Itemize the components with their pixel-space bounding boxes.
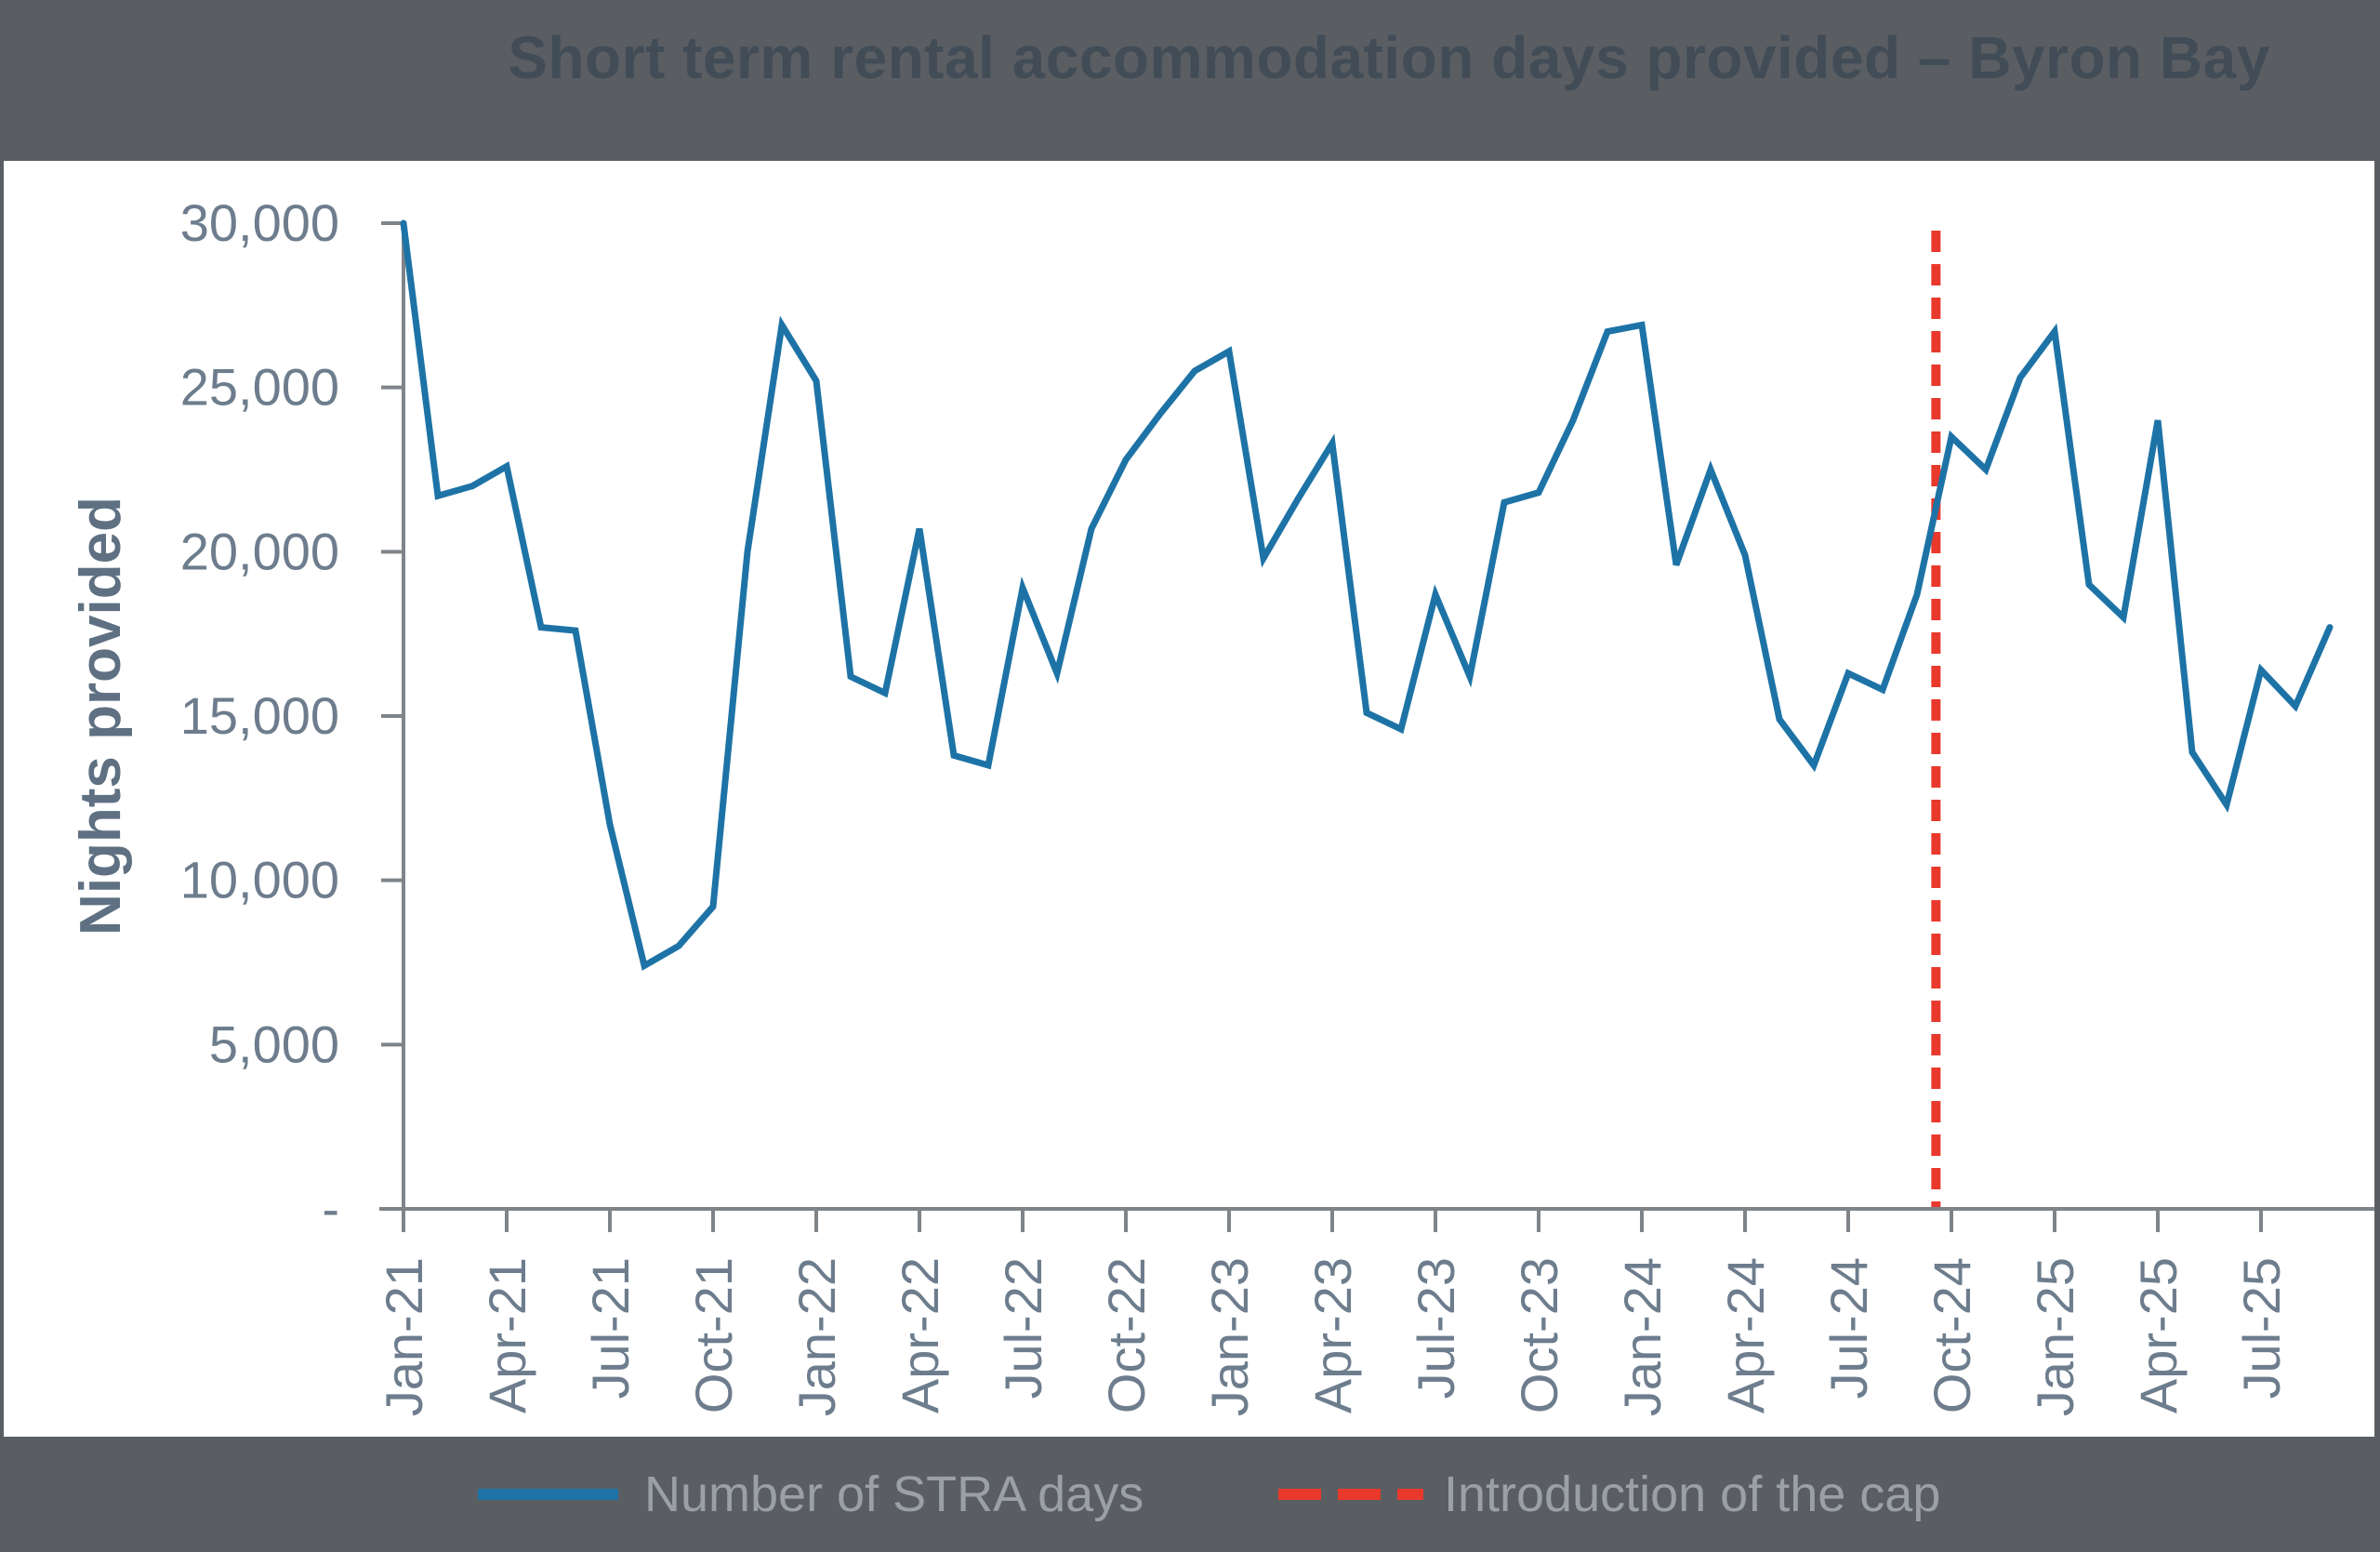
x-axis-tick-label: Jan-24 — [1613, 1257, 1672, 1416]
x-axis-tick-label: Jan-22 — [787, 1257, 846, 1416]
x-axis-tick-label: Oct-21 — [684, 1257, 743, 1413]
y-axis-tick-label: 30,000 — [180, 193, 339, 252]
x-axis-tick-label: Jul-22 — [994, 1257, 1052, 1399]
y-axis-tick-label: 5,000 — [209, 1015, 339, 1073]
legend-item-stra-days: Number of STRA days — [478, 1437, 1144, 1552]
x-axis-tick-label: Apr-24 — [1716, 1257, 1775, 1413]
y-axis-tick-label: 10,000 — [180, 851, 339, 909]
legend-label-stra-days: Number of STRA days — [644, 1466, 1144, 1522]
stra-days-line-swatch-icon — [478, 1489, 618, 1500]
x-axis-tick-label: Apr-22 — [891, 1257, 949, 1413]
stra-days-series-line — [400, 219, 2334, 971]
x-axis-tick-label: Jul-21 — [581, 1257, 640, 1399]
cap-dashed-line-swatch-icon — [1278, 1489, 1423, 1500]
x-axis-tick-label: Apr-21 — [478, 1257, 536, 1413]
x-axis-tick-label: Jul-24 — [1819, 1257, 1878, 1399]
x-axis-tick-label: Oct-24 — [1923, 1257, 1981, 1413]
x-axis-tick-label: Jan-25 — [2026, 1257, 2084, 1416]
x-axis-tick-label: Jul-25 — [2232, 1257, 2291, 1399]
legend-item-cap: Introduction of the cap — [1278, 1437, 1940, 1552]
x-axis-tick-label: Oct-23 — [1510, 1257, 1568, 1413]
chart-legend: Number of STRA days Introduction of the … — [0, 1437, 2380, 1552]
x-axis-tick-label: Jan-23 — [1200, 1257, 1259, 1416]
x-axis-tick-label: Apr-23 — [1303, 1257, 1362, 1413]
y-axis-tick-label: - — [322, 1179, 339, 1238]
y-axis-tick-label: 15,000 — [180, 686, 339, 745]
y-axis-tick-label: 20,000 — [180, 522, 339, 580]
chart-title: Short term rental accommodation days pro… — [508, 24, 2270, 91]
y-axis-tick-label: 25,000 — [180, 358, 339, 417]
x-axis-tick-label: Jan-21 — [375, 1257, 433, 1416]
x-axis-tick-label: Apr-25 — [2129, 1257, 2188, 1413]
x-axis-tick-label: Oct-22 — [1097, 1257, 1156, 1413]
x-axis-tick-label: Jul-23 — [1407, 1257, 1465, 1399]
legend-label-cap: Introduction of the cap — [1444, 1466, 1941, 1522]
